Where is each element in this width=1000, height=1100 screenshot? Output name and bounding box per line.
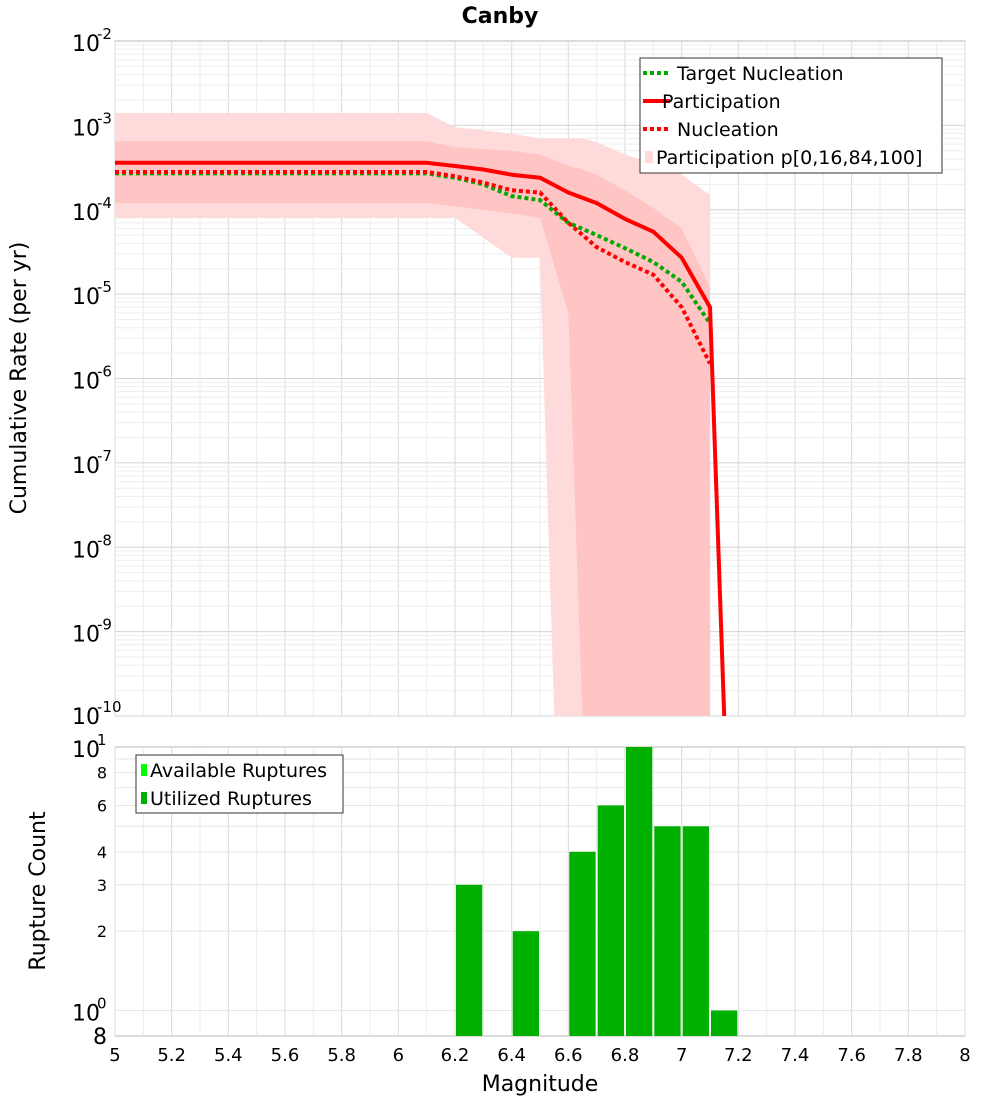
legend-entry: Participation p[0,16,84,100] (645, 147, 922, 169)
participation-band-group (115, 113, 710, 716)
rupture-bar (597, 805, 624, 1036)
legend-label: Target Nucleation (676, 63, 844, 85)
rupture-bar (711, 1010, 738, 1036)
y-tick-base: 10 (72, 370, 100, 395)
x-tick-label: 7.8 (894, 1045, 923, 1066)
y-tick-label: 10-9 (72, 616, 112, 648)
y-tick-label: 10-2 (72, 25, 112, 57)
x-tick-label: 7 (676, 1045, 687, 1066)
x-tick-label: 5.8 (327, 1045, 356, 1066)
y-tick-base: 10 (72, 32, 100, 57)
legend-entry: Participation (643, 91, 781, 113)
legend-swatch (141, 764, 147, 776)
x-tick-label: 7.4 (781, 1045, 810, 1066)
magnitude-tick-labels: 5 5.2 5.4 5.6 5.8 6 6.2 6.4 6.6 6.8 7 7.2 7.4 7.6 7.8 8 (109, 1045, 970, 1066)
rupture-bar (456, 884, 483, 1036)
x-tick-label: 5 (109, 1045, 120, 1066)
legend-box (639, 57, 943, 174)
legend-label: Available Ruptures (150, 760, 327, 782)
legend-entry: Nucleation (643, 119, 779, 141)
x-tick-label: 7.2 (724, 1045, 753, 1066)
rate-y-axis-label: Cumulative Rate (per yr) (7, 242, 32, 515)
y-tick-label: 3 (97, 876, 107, 895)
legend-swatch (645, 151, 653, 163)
y-tick-base: 10 (72, 623, 100, 648)
x-tick-label: 5.2 (157, 1045, 186, 1066)
y-tick-label: 6 (97, 796, 107, 815)
x-axis-label: Magnitude (482, 1072, 599, 1097)
y-tick-label: 100 (72, 994, 107, 1026)
y-tick-label: 2 (97, 922, 107, 941)
rupture-bar (569, 851, 596, 1036)
legend-entry: Available Ruptures (141, 760, 327, 782)
x-tick-label: 7.6 (837, 1045, 866, 1066)
participation-line (115, 160, 727, 717)
legend-label: Nucleation (677, 119, 779, 141)
x-tick-label: 6.4 (497, 1045, 526, 1066)
y-tick-exponent: -3 (97, 109, 112, 127)
rupture-bar-group (456, 747, 738, 1036)
y-tick-exponent: -6 (97, 363, 112, 381)
y-tick-base: 10 (72, 538, 100, 563)
y-tick-label: 10-10 (72, 698, 122, 730)
y-tick-base: 10 (72, 285, 100, 310)
y-tick-exponent: 1 (97, 731, 107, 749)
y-tick-label: 10-8 (72, 531, 112, 563)
x-tick-label: 6.8 (611, 1045, 640, 1066)
y-tick-base: 10 (72, 738, 100, 763)
y-tick-base: 10 (72, 116, 100, 141)
participation-band-inner (115, 141, 710, 716)
legend-entry: Utilized Ruptures (141, 788, 312, 810)
x-tick-label: 8 (959, 1045, 970, 1066)
y-tick-base: 10 (72, 705, 100, 730)
y-tick-label: 101 (72, 731, 107, 763)
rupture-bar (512, 931, 539, 1036)
rate-plot: 10-210-310-410-510-610-710-810-910-10 Ca… (7, 4, 966, 730)
y-tick-exponent: -4 (97, 194, 112, 212)
y-tick-exponent: -5 (97, 278, 112, 296)
rate-y-tick-labels: 10-210-310-410-510-610-710-810-910-10 (72, 25, 122, 730)
y-tick-label: 10-4 (72, 194, 112, 226)
y-tick-label: 8 (93, 1025, 107, 1050)
x-tick-label: 5.4 (214, 1045, 243, 1066)
nucleation-line (115, 170, 712, 365)
rupture-bar (654, 826, 681, 1036)
x-tick-label: 6.2 (441, 1045, 470, 1066)
y-tick-label: 8 (97, 764, 107, 783)
y-tick-label: 4 (97, 843, 107, 862)
count-legend: Available Ruptures Utilized Ruptures (135, 754, 344, 814)
rupture-bar (626, 747, 653, 1036)
count-y-axis-label: Rupture Count (26, 811, 51, 971)
legend-swatch (141, 792, 147, 804)
y-tick-label: 10-5 (72, 278, 112, 310)
legend-label: Participation p[0,16,84,100] (656, 147, 922, 169)
y-tick-base: 10 (72, 201, 100, 226)
rate-legend: Target Nucleation Participation Nucleation… (639, 57, 943, 174)
chart-title: Canby (462, 4, 539, 29)
y-tick-exponent: -2 (97, 25, 112, 43)
y-tick-base: 10 (72, 1001, 100, 1026)
y-tick-exponent: -8 (97, 531, 112, 549)
y-tick-exponent: -10 (97, 698, 122, 716)
y-tick-label: 10-7 (72, 447, 112, 479)
legend-label: Utilized Ruptures (150, 788, 312, 810)
y-tick-base: 10 (72, 454, 100, 479)
y-tick-exponent: 0 (97, 994, 107, 1012)
y-tick-exponent: -9 (97, 616, 112, 634)
y-tick-exponent: -7 (97, 447, 112, 465)
y-tick-label: 10-6 (72, 363, 112, 395)
legend-label: Participation (662, 91, 781, 113)
x-tick-label: 6 (393, 1045, 404, 1066)
x-tick-label: 6.6 (554, 1045, 583, 1066)
rupture-bar (682, 826, 709, 1036)
y-tick-label: 10-3 (72, 109, 112, 141)
legend-entry: Target Nucleation (643, 63, 844, 85)
x-tick-label: 5.6 (271, 1045, 300, 1066)
rate-series-group (115, 160, 727, 717)
legend-box (135, 754, 344, 814)
